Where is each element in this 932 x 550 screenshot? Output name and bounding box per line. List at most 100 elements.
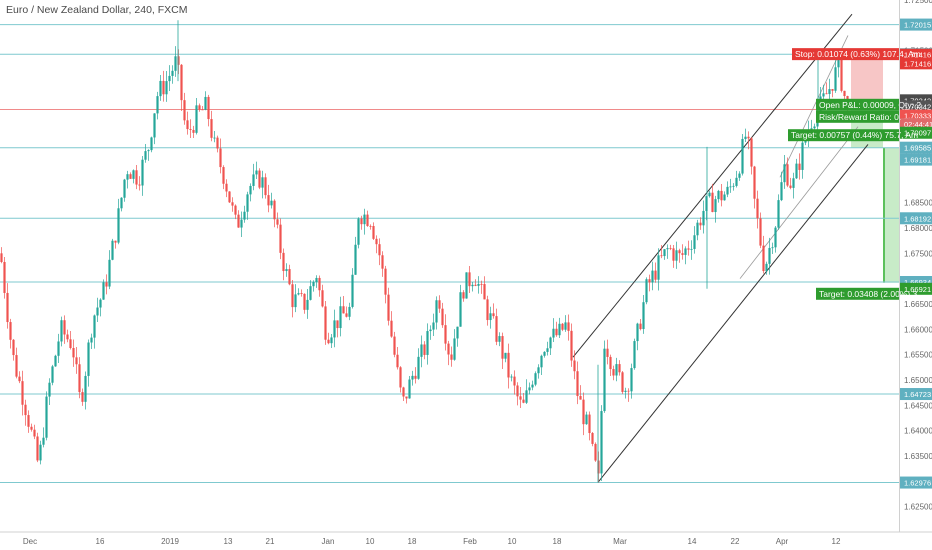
candle-body	[243, 211, 246, 220]
candle-body	[315, 277, 318, 283]
candle-body	[231, 202, 234, 206]
candle-body	[372, 225, 375, 239]
price-tag	[900, 126, 932, 139]
price-tag-label: 1.71416	[904, 59, 931, 68]
candle-body	[543, 351, 546, 356]
candle-body	[534, 373, 537, 385]
candle-body	[762, 245, 765, 272]
candle-body	[303, 293, 306, 310]
risk-reward-label: Risk/Reward Ratio: 0.	[819, 112, 901, 122]
x-tick-label: 18	[408, 537, 417, 546]
candle-body	[324, 306, 327, 340]
candle-body	[96, 307, 99, 316]
candle-body	[474, 284, 477, 286]
candle-body	[801, 142, 804, 170]
candle-body	[555, 328, 558, 336]
price-tag-label: 1.69181	[904, 156, 931, 165]
candle-body	[642, 302, 645, 330]
level-tag-label: 1.68192	[904, 214, 931, 223]
candle-body	[429, 329, 432, 332]
candle-body	[768, 247, 771, 264]
candle-body	[90, 337, 93, 343]
level-tag-label: 1.62976	[904, 479, 931, 488]
candle-body	[486, 299, 489, 321]
candle-body	[609, 356, 612, 370]
y-tick-label: 1.64500	[904, 401, 932, 410]
candle-body	[9, 322, 12, 340]
y-tick-label: 1.65500	[904, 351, 932, 360]
candle-body	[510, 376, 513, 378]
position-zones	[851, 54, 899, 283]
candle-body	[186, 120, 189, 130]
candle-body	[618, 364, 621, 373]
candle-body	[660, 255, 663, 257]
candle-body	[177, 56, 180, 65]
candle-body	[540, 355, 543, 368]
y-tick-label: 1.67500	[904, 249, 932, 258]
candle-body	[216, 137, 219, 149]
candle-body	[357, 218, 360, 245]
candle-body	[603, 348, 606, 412]
candle-body	[30, 426, 33, 430]
channel-line	[597, 144, 869, 483]
candle-body	[627, 390, 630, 392]
candle-body	[732, 185, 735, 187]
candle-body	[654, 270, 657, 280]
level-tag	[900, 388, 932, 401]
candle-body	[594, 443, 597, 461]
x-tick-label: 12	[832, 537, 841, 546]
candle-body	[6, 292, 9, 323]
candle-body	[321, 290, 324, 307]
candle-body	[171, 70, 174, 76]
candle-body	[93, 315, 96, 338]
candle-body	[33, 429, 36, 437]
candle-body	[69, 339, 72, 349]
candle-body	[591, 433, 594, 444]
y-tick-label: 1.68000	[904, 224, 932, 233]
candle-body	[597, 460, 600, 474]
candle-body	[483, 284, 486, 300]
level-tag	[900, 476, 932, 489]
candlesticks	[0, 20, 849, 483]
candle-body	[405, 396, 408, 399]
candle-body	[759, 218, 762, 246]
candle-body	[579, 396, 582, 400]
candle-body	[666, 248, 669, 250]
candle-body	[528, 387, 531, 391]
candle-body	[690, 248, 693, 250]
level-tag-label: 1.72015	[904, 21, 931, 30]
price-tag	[900, 153, 932, 166]
candle-body	[630, 368, 633, 392]
candle-body	[576, 371, 579, 397]
candle-body	[414, 375, 417, 379]
candle-body	[786, 164, 789, 186]
candle-body	[213, 137, 216, 139]
candle-body	[459, 292, 462, 327]
candle-body	[717, 190, 720, 200]
candle-body	[258, 170, 261, 188]
candle-body	[180, 64, 183, 101]
candle-body	[456, 326, 459, 339]
candle-body	[282, 252, 285, 272]
candle-body	[444, 325, 447, 344]
candle-body	[663, 249, 666, 257]
candle-body	[189, 129, 192, 130]
candle-body	[531, 384, 534, 388]
candle-body	[228, 191, 231, 203]
y-tick-label: 1.66500	[904, 300, 932, 309]
candle-body	[606, 348, 609, 357]
candle-body	[318, 277, 321, 291]
candle-body	[516, 385, 519, 397]
candle-body	[420, 344, 423, 357]
candle-body	[417, 356, 420, 379]
candle-body	[813, 126, 816, 129]
target1-label: Target: 0.00757 (0.44%) 75.7, Am	[791, 130, 918, 140]
candle-body	[453, 338, 456, 360]
price-tag-label: 1.70333	[904, 112, 931, 121]
candle-body	[75, 357, 78, 365]
candle-body	[327, 339, 330, 344]
candle-body	[105, 282, 108, 287]
candle-body	[747, 136, 750, 139]
candle-body	[21, 381, 24, 405]
